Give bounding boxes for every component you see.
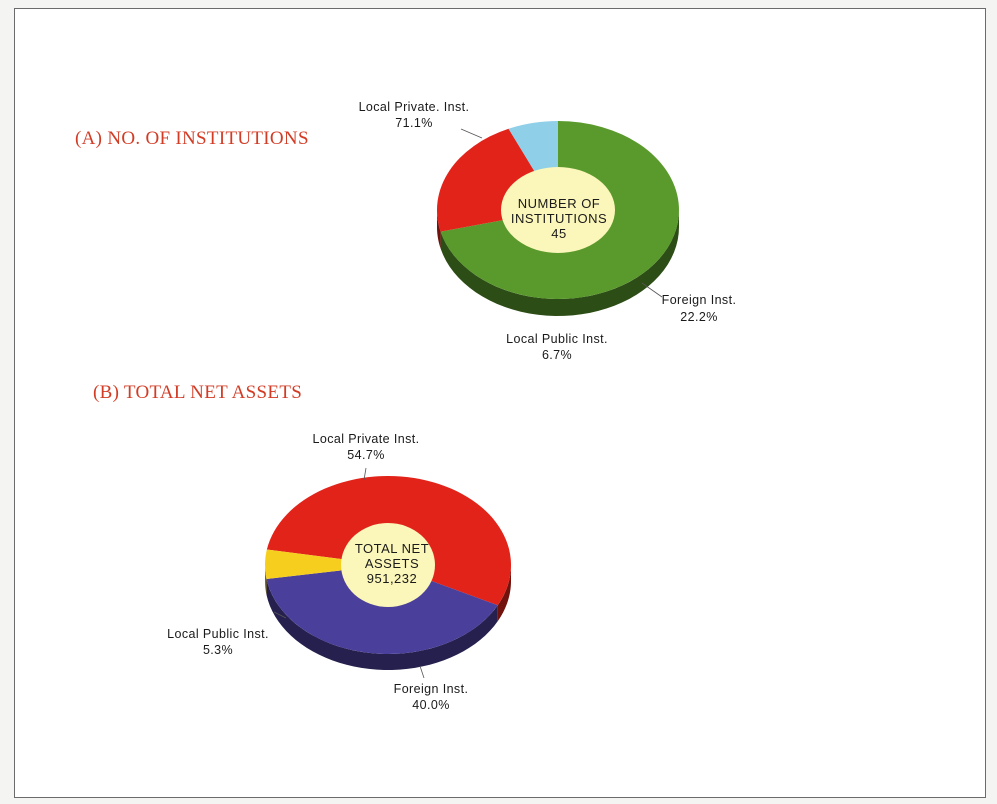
chart-a-pct-local-public: 6.7% [542,348,572,362]
chart-a-center-line-1: NUMBER OF [518,196,601,211]
leader-line [419,665,425,679]
chart-a: NUMBER OF INSTITUTIONS 45 Local Private.… [359,100,737,362]
chart-b-center-line-2: ASSETS [365,556,419,571]
chart-b-label-local-public: Local Public Inst. [167,627,269,641]
chart-a-center-value: 45 [551,226,566,241]
chart-b-label-local-private: Local Private Inst. [313,432,420,446]
leader-line [460,128,483,139]
chart-a-pie [436,121,679,316]
chart-a-center-hole [501,167,615,253]
chart-b-title: (B) TOTAL NET ASSETS [93,382,303,403]
chart-a-pct-foreign: 22.2% [680,310,717,324]
chart-b: TOTAL NET ASSETS 951,232 Local Private I… [167,432,512,712]
chart-a-side-foreign-inst [437,210,441,249]
chart-b-pie [264,475,512,670]
chart-b-pct-foreign: 40.0% [412,698,449,712]
chart-a-center-label: NUMBER OF INSTITUTIONS 45 [511,196,607,241]
chart-b-pct-local-public: 5.3% [203,643,233,657]
chart-b-side-local-private-inst [497,565,511,622]
leader-line [363,467,367,481]
chart-b-pct-local-private: 54.7% [347,448,384,462]
chart-b-center-label: TOTAL NET ASSETS 951,232 [355,541,429,586]
chart-b-side-foreign-inst [266,579,498,670]
chart-b-center-hole [341,523,435,607]
chart-b-label-foreign: Foreign Inst. [394,682,469,696]
chart-a-center-line-2: INSTITUTIONS [511,211,607,226]
chart-b-slice-foreign-inst [266,565,498,654]
chart-b-slice-local-public-inst [264,549,388,580]
chart-b-center-value: 951,232 [367,571,418,586]
chart-b-center-line-1: TOTAL NET [355,541,429,556]
leader-line [641,282,663,298]
leader-line [273,611,287,619]
chart-a-title: (A) NO. OF INSTITUTIONS [75,128,309,149]
chart-a-pct-local-private: 71.1% [395,116,432,130]
chart-a-label-local-public: Local Public Inst. [506,332,608,346]
chart-a-label-local-private: Local Private. Inst. [359,100,470,114]
chart-a-side-local-private-inst [440,210,679,316]
chart-b-side-local-public-inst [265,565,267,596]
chart-a-label-foreign: Foreign Inst. [662,293,737,307]
